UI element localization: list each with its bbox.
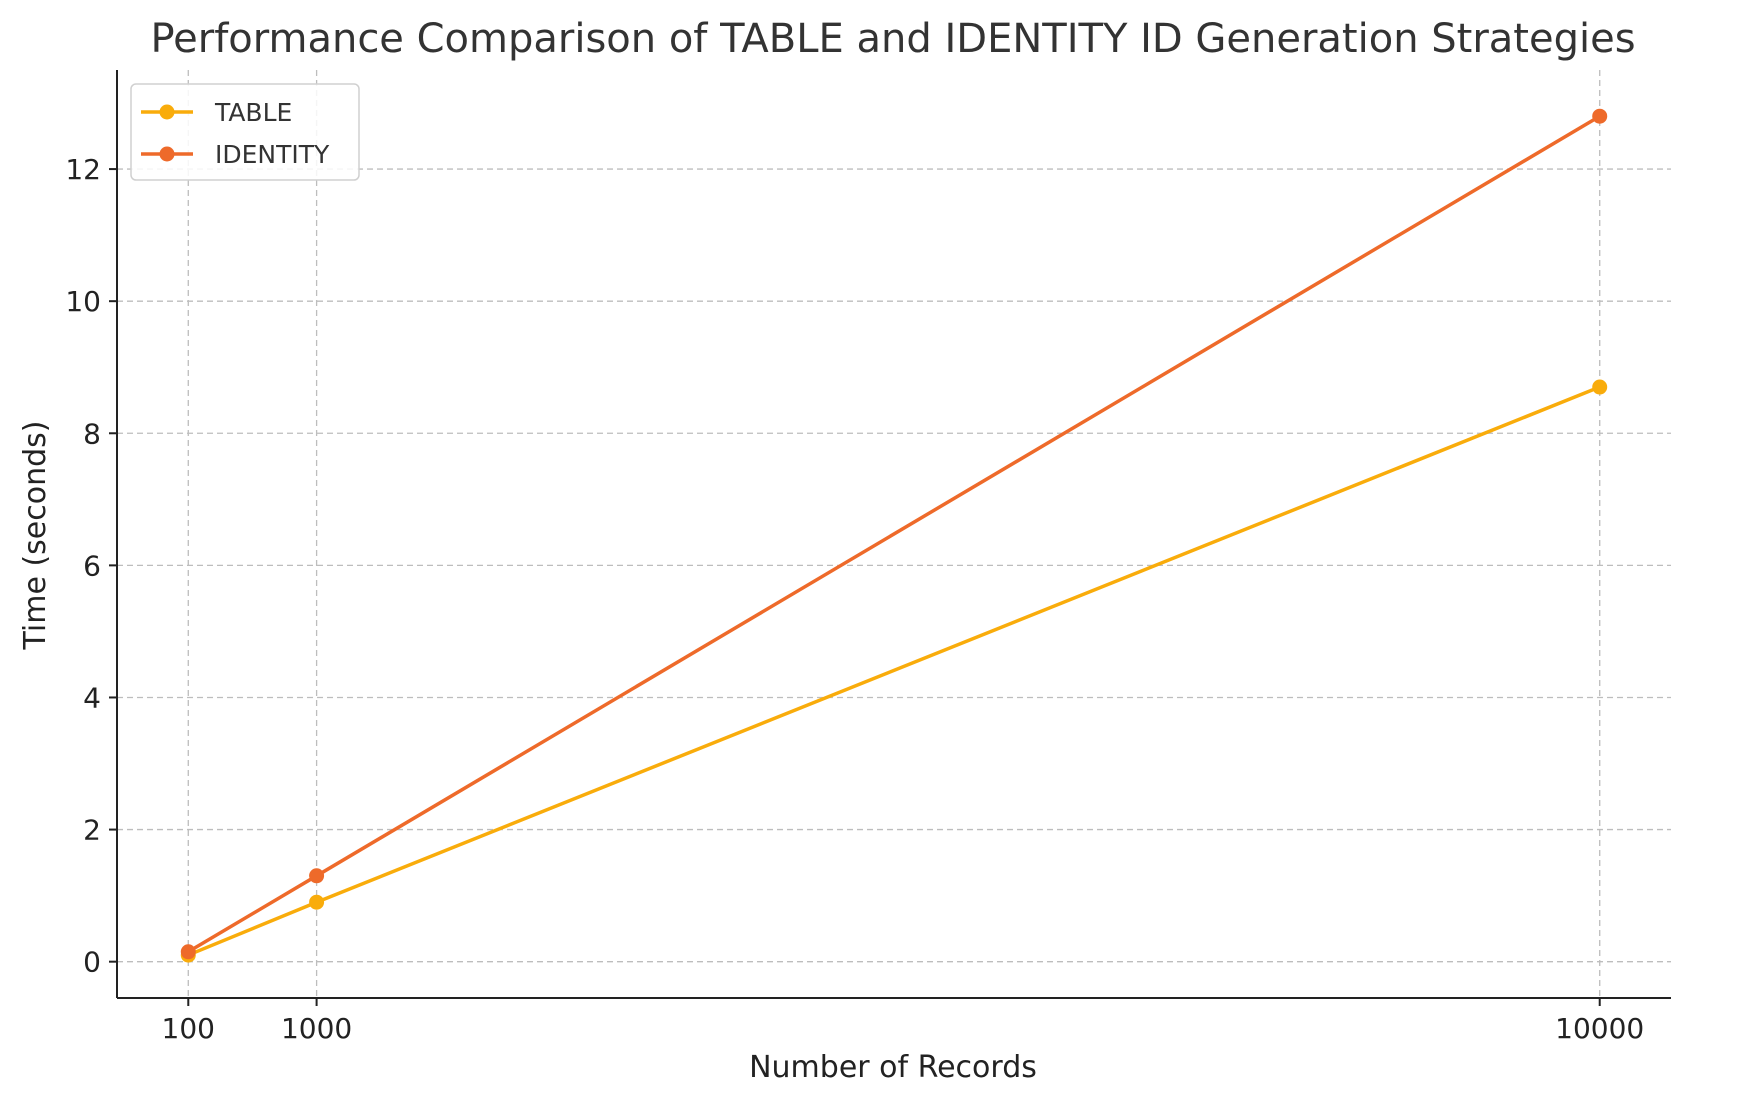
y-tick-label: 6 (83, 549, 101, 582)
x-tick-label: 1000 (281, 1012, 352, 1045)
y-axis-label: Time (seconds) (18, 421, 53, 651)
data-point-identity (1592, 108, 1608, 124)
data-point-table (309, 894, 325, 910)
x-tick-label: 10000 (1555, 1012, 1644, 1045)
legend-swatch-marker-identity (159, 146, 175, 162)
data-point-identity (309, 868, 325, 884)
y-tick-label: 2 (83, 814, 101, 847)
grid (117, 70, 1671, 998)
chart-title: Performance Comparison of TABLE and IDEN… (150, 16, 1635, 62)
legend-label-identity: IDENTITY (215, 140, 330, 169)
data-point-identity (180, 944, 196, 960)
x-axis-label: Number of Records (749, 1050, 1037, 1085)
y-tick-label: 8 (83, 417, 101, 450)
legend: TABLE IDENTITY (130, 83, 360, 181)
series-layer (180, 108, 1608, 963)
y-tick-label: 0 (83, 946, 101, 979)
y-tick-label: 12 (65, 153, 101, 186)
y-tick-label: 10 (65, 285, 101, 318)
legend-box (130, 83, 360, 181)
x-tick-label: 100 (162, 1012, 215, 1045)
series-line-identity (187, 114, 1601, 954)
legend-swatch-marker-table (159, 104, 175, 120)
axes: 100 1000 10000 0 2 4 6 8 10 12 (65, 70, 1671, 1045)
data-point-table (1592, 379, 1608, 395)
y-tick-label: 4 (83, 681, 101, 714)
series-line-table (187, 385, 1601, 957)
legend-label-table: TABLE (214, 98, 292, 127)
